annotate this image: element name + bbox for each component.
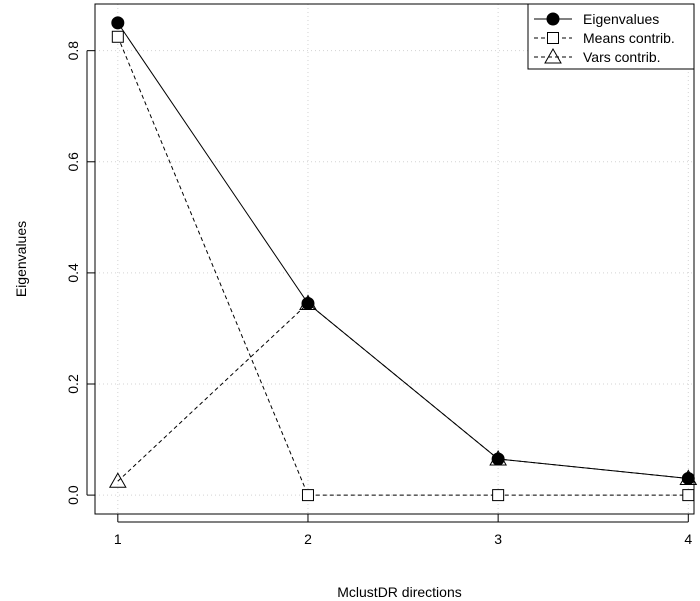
plot-frame [94,3,695,515]
y-tick-label: 0.2 [65,374,81,394]
legend-label-0: Eigenvalues [583,11,659,27]
series-0-point [111,16,125,30]
legend-label-1: Means contrib. [583,30,675,46]
x-tick-label: 2 [304,531,312,547]
x-axis-title: MclustDR directions [337,584,461,600]
y-tick-label: 0.6 [65,152,81,172]
series-line-1 [117,36,689,496]
axes: 1 2 3 4 0.0 0.2 0.4 0.6 0.8 [65,41,692,547]
y-tick-label: 0.0 [65,485,81,505]
series-2-point [489,449,507,466]
x-tick-label: 3 [494,531,502,547]
series-lines [117,22,689,496]
data-markers [108,16,698,502]
y-axis-title: Eigenvalues [13,221,29,297]
legend-marker-0 [546,12,560,26]
series-2-point [299,294,317,310]
x-tick-label: 1 [114,531,122,547]
series-1-point [301,489,314,502]
series-line-0 [117,22,689,479]
series-line-2 [117,302,689,482]
series-1-point [492,489,505,502]
series-1-point [682,489,695,502]
legend: Eigenvalues Means contrib. Vars contrib. [527,3,695,70]
x-tick-label: 4 [684,531,692,547]
grid-lines [95,4,694,514]
series-1-point [111,30,124,43]
y-tick-label: 0.4 [65,263,81,283]
series-2-point [679,469,698,485]
legend-marker-2 [544,47,562,64]
y-tick-label: 0.8 [65,41,81,61]
series-2-point [108,472,127,488]
legend-label-2: Vars contrib. [583,49,661,65]
legend-marker-1 [547,32,559,44]
